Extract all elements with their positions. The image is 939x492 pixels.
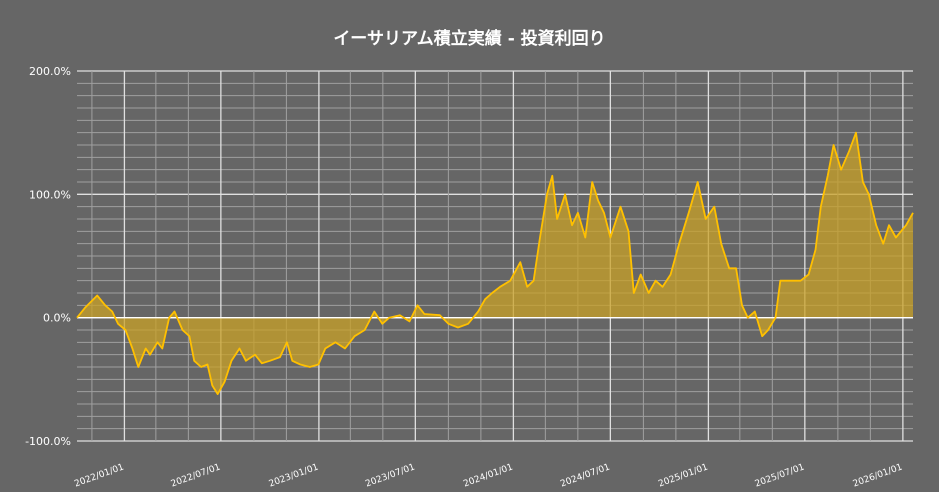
- x-tick-label: 2023/07/01: [364, 462, 416, 489]
- x-tick-label: 2024/01/01: [462, 462, 514, 489]
- x-tick-label: 2025/07/01: [754, 462, 806, 489]
- x-tick-label: 2026/01/01: [852, 462, 904, 489]
- series-line: [76, 131, 914, 396]
- y-tick-label: 100.0%: [29, 188, 71, 201]
- x-tick-label: 2023/01/01: [268, 462, 320, 489]
- x-tick-label: 2022/07/01: [170, 462, 222, 489]
- x-tick-label: 2024/07/01: [559, 462, 611, 489]
- x-tick-label: 2022/01/01: [73, 462, 125, 489]
- y-tick-label: 0.0%: [43, 312, 71, 325]
- y-tick-label: -100.0%: [25, 435, 71, 448]
- series-area: [77, 132, 913, 395]
- y-tick-label: 200.0%: [29, 65, 71, 78]
- chart-title: イーサリアム積立実績 - 投資利回り: [333, 29, 606, 49]
- x-tick-label: 2025/01/01: [657, 462, 709, 489]
